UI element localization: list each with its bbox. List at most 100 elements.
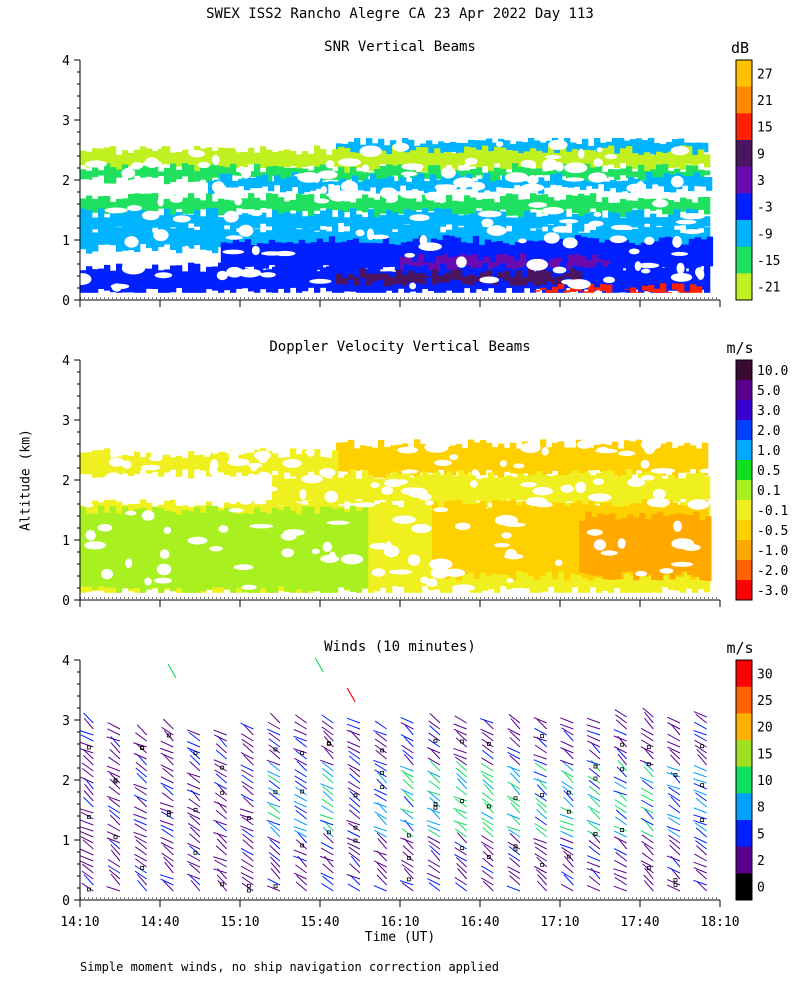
heatmap-cell — [354, 448, 361, 471]
wind-barb — [480, 811, 494, 820]
heatmap-cell — [494, 477, 501, 506]
heatmap-cell — [434, 165, 441, 179]
colorbar-swatch — [736, 166, 752, 194]
heatmap-cell — [224, 507, 231, 590]
wind-barb — [346, 687, 356, 703]
heatmap-gap — [234, 197, 243, 206]
wind-barb — [586, 717, 601, 724]
heatmap-cell — [134, 509, 141, 589]
calm-marker — [593, 764, 598, 769]
heatmap-cell — [418, 254, 425, 269]
heatmap-cell — [582, 291, 589, 293]
heatmap-gap — [371, 568, 386, 577]
heatmap-cell — [320, 476, 327, 507]
heatmap-cell — [314, 449, 321, 479]
heatmap-gap — [143, 160, 163, 168]
heatmap-cell — [656, 262, 663, 293]
heatmap-cell — [450, 269, 457, 280]
heatmap-cell — [698, 469, 705, 500]
heatmap-cell — [558, 441, 565, 477]
wind-barb — [617, 759, 628, 772]
wind-barb — [400, 722, 414, 730]
wind-barb — [268, 803, 281, 814]
heatmap-cell — [618, 138, 625, 154]
colorbar-label: -0.1 — [757, 504, 788, 519]
wind-barb — [375, 732, 387, 742]
wind-barb — [83, 712, 94, 724]
heatmap-cell — [314, 213, 321, 231]
heatmap-cell — [638, 223, 645, 251]
wind-barb — [133, 831, 147, 838]
wind-barb — [106, 795, 121, 802]
heatmap-cell — [705, 516, 712, 581]
wind-barb — [294, 805, 307, 814]
colorbar-swatch — [736, 380, 752, 401]
heatmap-cell — [584, 195, 591, 217]
wind-barb — [294, 780, 307, 790]
heatmap-cell — [260, 212, 267, 224]
heatmap-cell — [170, 265, 177, 293]
heatmap-cell — [80, 150, 87, 166]
wind-barb — [80, 836, 94, 844]
heatmap-cell — [352, 175, 359, 187]
y-tick-label: 3 — [62, 714, 70, 729]
wind-barb — [107, 722, 121, 730]
wind-barb — [644, 711, 654, 724]
heatmap-cell — [372, 447, 379, 478]
wind-barb — [481, 817, 494, 826]
wind-barb — [80, 831, 94, 838]
heatmap-cell — [338, 167, 345, 184]
heatmap-cell — [322, 241, 330, 266]
heatmap-cell — [188, 214, 195, 224]
heatmap-cell — [672, 139, 679, 152]
wind-barb — [374, 793, 387, 802]
heatmap-gap — [578, 148, 585, 159]
heatmap-cell — [656, 151, 663, 165]
heatmap-cell — [344, 172, 351, 180]
heatmap-cell — [654, 288, 661, 293]
heatmap-cell — [390, 445, 397, 474]
heatmap-cell — [556, 238, 564, 274]
calm-marker — [246, 816, 251, 821]
wind-barb — [480, 841, 494, 850]
calm-marker — [273, 790, 278, 795]
heatmap-cell — [546, 289, 553, 293]
heatmap-cell — [398, 214, 405, 226]
wind-barb — [533, 838, 547, 844]
colorbar-swatch — [736, 740, 752, 768]
heatmap-cell — [512, 194, 519, 216]
heatmap-cell — [134, 448, 141, 474]
wind-barb — [613, 848, 627, 856]
heatmap-cell — [476, 149, 483, 168]
heatmap-cell — [422, 172, 429, 179]
heatmap-cell — [238, 179, 245, 187]
heatmap-cell — [250, 177, 257, 189]
heatmap-gap — [218, 525, 229, 533]
wind-barb — [643, 766, 654, 778]
heatmap-cell — [588, 447, 595, 471]
wind-barb — [350, 855, 361, 868]
heatmap-field — [80, 439, 712, 593]
wind-barb — [239, 808, 254, 814]
wind-barb — [639, 759, 654, 766]
wind-barb — [586, 760, 601, 766]
heatmap-gap — [227, 458, 250, 467]
heatmap-cell — [404, 209, 411, 224]
wind-barb — [267, 770, 281, 778]
heatmap-cell — [262, 243, 270, 269]
wind-barb — [643, 808, 654, 820]
wind-barb — [614, 709, 627, 718]
calm-marker — [646, 745, 651, 750]
wind-barb — [560, 883, 574, 892]
heatmap-cell — [504, 140, 511, 154]
heatmap-cell — [704, 196, 711, 215]
wind-barb — [187, 853, 201, 862]
calm-marker — [700, 744, 705, 749]
wind-barb — [106, 736, 121, 742]
heatmap-cell — [188, 262, 195, 293]
wind-barb — [560, 717, 574, 724]
heatmap-cell — [438, 507, 445, 575]
wind-barb — [456, 761, 468, 772]
heatmap-cell — [254, 507, 261, 593]
heatmap-cell — [404, 196, 411, 215]
